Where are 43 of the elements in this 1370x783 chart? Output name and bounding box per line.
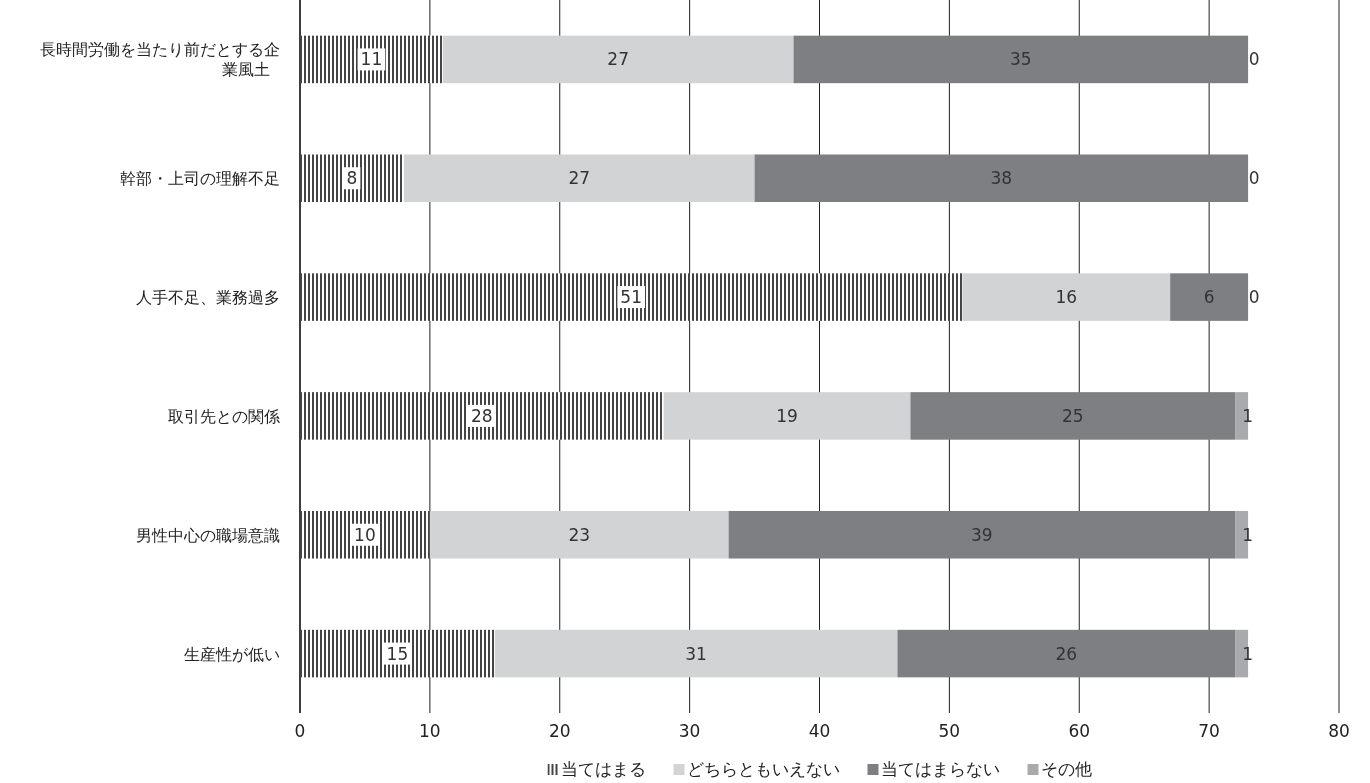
data-label: 16 xyxy=(1055,287,1078,308)
data-label: 51 xyxy=(620,287,642,308)
data-label: 0 xyxy=(1248,287,1260,308)
data-label: 27 xyxy=(568,168,591,189)
data-label: 28 xyxy=(471,405,493,426)
x-tick-label: 40 xyxy=(808,721,831,741)
data-label: 8 xyxy=(346,168,358,189)
data-label: 1 xyxy=(1242,643,1254,664)
y-tick-label: 取引先との関係 xyxy=(168,406,280,426)
x-tick-label: 70 xyxy=(1198,721,1220,741)
y-tick-label: 男性中心の職場意識 xyxy=(136,525,280,545)
data-label: 19 xyxy=(776,405,798,426)
y-tick-label: 生産性が低い xyxy=(184,644,280,664)
legend-label: 当てはまる xyxy=(560,759,646,779)
data-label: 10 xyxy=(354,524,376,545)
legend-label: 当てはまらない xyxy=(880,759,1000,779)
y-tick-label: 長時間労働を当たり前だとする企業風土 xyxy=(40,40,280,80)
y-tick-label: 人手不足、業務過多 xyxy=(136,288,280,308)
data-label: 23 xyxy=(568,524,591,545)
x-tick-label: 50 xyxy=(938,721,961,741)
data-label: 35 xyxy=(1009,49,1032,70)
data-label: 39 xyxy=(971,524,993,545)
data-label: 27 xyxy=(607,49,630,70)
data-label: 0 xyxy=(1248,49,1260,70)
data-label: 0 xyxy=(1248,168,1260,189)
data-label: 25 xyxy=(1061,405,1084,426)
x-tick-label: 0 xyxy=(294,721,306,741)
data-label: 31 xyxy=(685,643,707,664)
data-label: 26 xyxy=(1055,643,1078,664)
x-tick-label: 60 xyxy=(1068,721,1091,741)
data-label: 15 xyxy=(386,643,409,664)
data-label: 38 xyxy=(990,168,1013,189)
x-tick-label: 10 xyxy=(419,721,441,741)
data-label: 1 xyxy=(1242,524,1254,545)
data-label: 1 xyxy=(1242,405,1254,426)
x-tick-label: 80 xyxy=(1328,721,1350,741)
y-tick-label: 幹部・上司の理解不足 xyxy=(120,169,280,189)
data-label: 6 xyxy=(1203,287,1215,308)
legend-label: その他 xyxy=(1040,759,1092,779)
x-tick-label: 30 xyxy=(678,721,701,741)
data-label: 11 xyxy=(360,49,383,70)
x-tick-label: 20 xyxy=(548,721,571,741)
legend-label: どちらともいえない xyxy=(686,759,840,779)
